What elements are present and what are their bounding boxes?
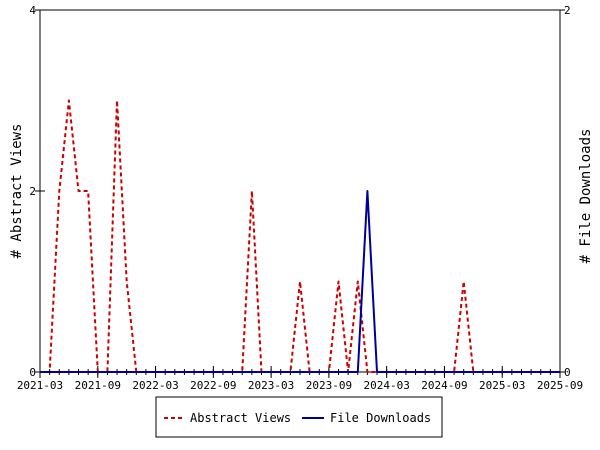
x-tick-label: 2025-09 — [537, 379, 583, 392]
x-tick-label: 2022-09 — [190, 379, 236, 392]
y-right-tick-label: 0 — [564, 366, 571, 379]
x-tick-label: 2021-03 — [17, 379, 63, 392]
x-tick-label: 2022-03 — [132, 379, 178, 392]
y-right-tick-label: 2 — [564, 4, 571, 17]
y-left-tick-label: 0 — [29, 366, 36, 379]
y-axis-left-title: # Abstract Views — [9, 124, 25, 259]
x-axis: 2021-03 2021-09 2022-03 2022-09 2023-03 2023-… — [17, 366, 583, 392]
x-tick-label: 2024-09 — [421, 379, 467, 392]
legend-label-file-downloads: File Downloads — [330, 411, 431, 425]
plot-area — [39, 9, 561, 373]
x-tick-label: 2023-03 — [248, 379, 294, 392]
legend-label-abstract-views: Abstract Views — [190, 411, 291, 425]
legend-box — [155, 396, 443, 438]
x-tick-label: 2024-03 — [363, 379, 409, 392]
series-line-file-downloads — [40, 190, 560, 373]
y-axis-right-title: # File Downloads — [578, 129, 594, 264]
x-tick-label: 2025-03 — [479, 379, 525, 392]
y-left-tick-label: 2 — [29, 185, 36, 198]
x-tick-label: 2023-09 — [306, 379, 352, 392]
x-tick-label: 2021-09 — [75, 379, 121, 392]
series-group — [40, 99, 560, 373]
legend: Abstract Views File Downloads — [155, 396, 443, 438]
y-left-tick-label: 4 — [29, 4, 36, 17]
